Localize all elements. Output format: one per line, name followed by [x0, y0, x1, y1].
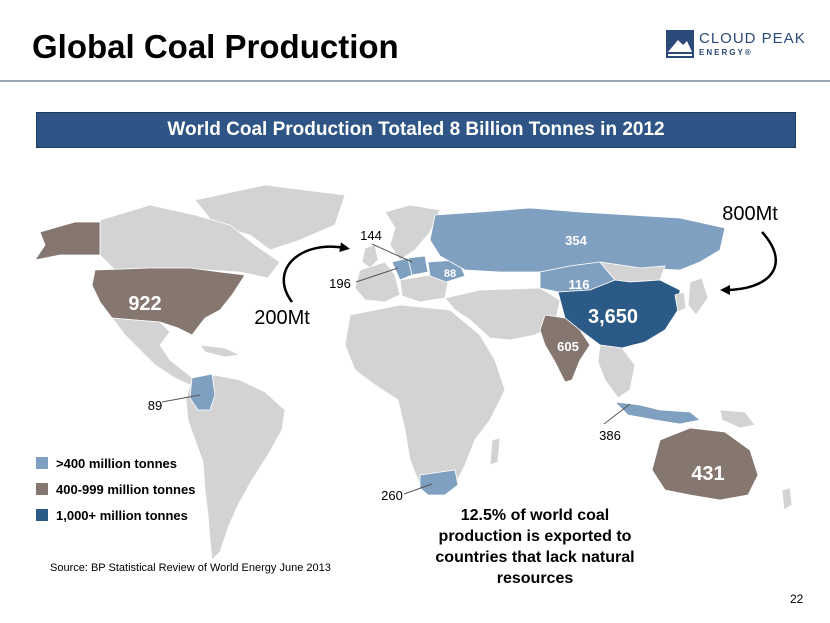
legend-item: 1,000+ million tonnes	[36, 502, 195, 528]
papua-shape	[719, 409, 756, 429]
south-america-shape	[185, 374, 286, 561]
leader-line-germany	[355, 267, 399, 283]
india-shape	[539, 314, 591, 383]
slide-title: Global Coal Production	[32, 28, 399, 65]
leader-line-colombia	[161, 394, 201, 403]
legend-item: >400 million tonnes	[36, 450, 195, 476]
source-note: Source: BP Statistical Review of World E…	[50, 562, 331, 574]
flow-label-east: 800Mt	[722, 203, 778, 225]
leader-line-indonesia	[603, 403, 631, 425]
legend-label: 1,000+ million tonnes	[56, 507, 188, 523]
leader-line-poland	[371, 243, 413, 263]
new-zealand-shape	[781, 487, 793, 511]
legend-label: 400-999 million tonnes	[56, 481, 196, 497]
label-ukraine: 88	[444, 268, 456, 280]
usa-shape	[91, 267, 246, 336]
label-poland: 144	[360, 228, 382, 243]
western-europe-shape	[354, 261, 401, 303]
leader-line-south-africa	[403, 483, 433, 495]
mountain-logo-icon	[666, 30, 694, 58]
uk-shape	[361, 244, 379, 269]
legend-swatch-tier3	[36, 509, 48, 521]
label-kazakhstan: 116	[569, 277, 590, 292]
label-germany: 196	[329, 276, 351, 291]
headline-banner: World Coal Production Totaled 8 Billion …	[36, 112, 796, 148]
flow-arrow-east	[720, 231, 777, 295]
label-china: 3,650	[588, 306, 638, 328]
colombia-shape	[189, 373, 216, 411]
australia-shape	[651, 427, 759, 501]
label-india: 605	[557, 339, 579, 354]
logo-text-primary: CLOUD PEAK	[699, 30, 806, 47]
alaska-shape	[34, 221, 101, 261]
japan-shape	[687, 277, 709, 316]
indonesia-shape	[613, 401, 701, 425]
label-indonesia: 386	[599, 428, 621, 443]
russia-shape	[429, 207, 726, 273]
label-colombia: 89	[148, 398, 162, 413]
label-australia: 431	[691, 463, 724, 485]
mexico-shape	[111, 317, 196, 386]
label-south-africa: 260	[381, 488, 403, 503]
header-divider	[0, 80, 830, 82]
legend-label: >400 million tonnes	[56, 455, 178, 471]
middle-east-shape	[444, 287, 561, 341]
caribbean-shape	[199, 344, 242, 358]
legend-swatch-tier2	[36, 483, 48, 495]
flow-arrow-west	[282, 242, 350, 303]
map-legend: >400 million tonnes 400-999 million tonn…	[36, 450, 195, 528]
legend-swatch-tier1	[36, 457, 48, 469]
scandinavia-shape	[384, 204, 441, 261]
poland-shape	[407, 255, 429, 276]
label-russia: 354	[565, 233, 587, 248]
label-usa: 922	[128, 293, 161, 315]
africa-shape	[344, 304, 506, 491]
logo-text-secondary: ENERGY®	[699, 48, 753, 57]
cloud-peak-logo: CLOUD PEAK ENERGY®	[666, 28, 816, 64]
madagascar-shape	[489, 437, 501, 466]
southeast-asia-shape	[597, 344, 636, 399]
china-shape	[557, 279, 681, 349]
legend-item: 400-999 million tonnes	[36, 476, 195, 502]
export-note: 12.5% of world coal production is export…	[435, 507, 635, 587]
korea-shape	[674, 291, 687, 313]
flow-label-west: 200Mt	[254, 307, 310, 329]
page-number: 22	[790, 592, 804, 606]
